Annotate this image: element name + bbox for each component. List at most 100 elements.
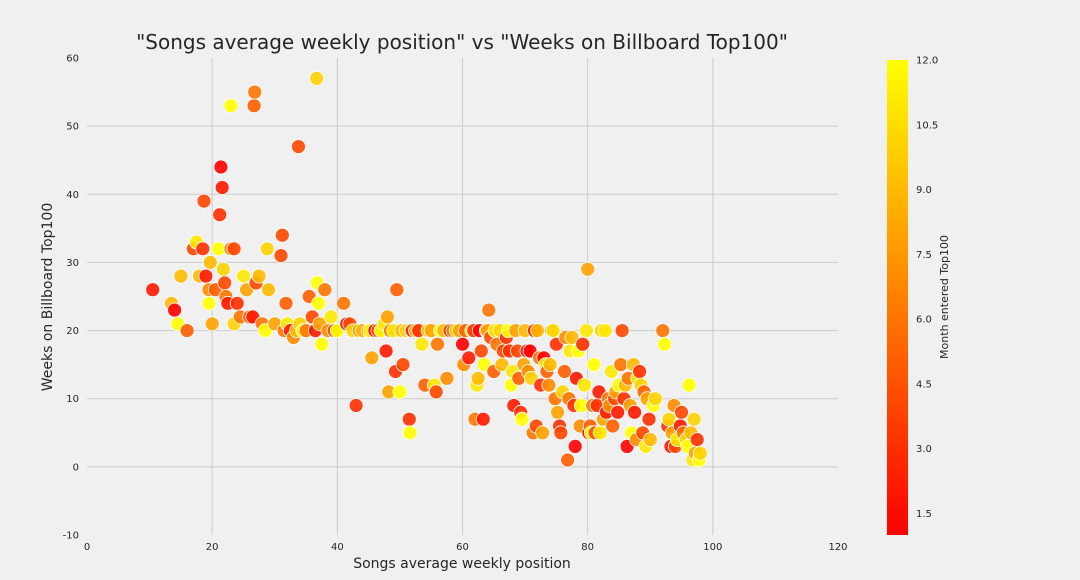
scatter-point — [214, 180, 230, 195]
chart-title: "Songs average weekly position" vs "Week… — [136, 30, 788, 54]
x-tick-label: 20 — [206, 542, 219, 553]
y-tick-label: 60 — [66, 54, 79, 65]
scatter-point — [323, 309, 339, 325]
y-tick-label: 0 — [73, 462, 79, 473]
scatter-point — [689, 432, 705, 448]
scatter-point — [627, 404, 642, 420]
scatter-point — [461, 350, 477, 366]
scatter-point — [647, 391, 663, 407]
scatter-point — [430, 336, 445, 352]
x-tick-label: 120 — [828, 542, 847, 553]
x-tick-label: 80 — [581, 542, 594, 553]
scatter-point — [259, 241, 275, 257]
scatter-point — [213, 159, 229, 175]
scatter-point — [597, 323, 613, 339]
scatter-point — [212, 207, 228, 223]
y-tick-labels: -10 0 10 20 30 40 50 60 — [63, 54, 79, 542]
colorbar-label: Month entered Top100 — [938, 235, 951, 359]
scatter-point — [198, 268, 214, 284]
scatter-point — [428, 384, 444, 400]
scatter-point — [657, 336, 672, 352]
scatter-point — [236, 268, 251, 284]
scatter-point — [251, 268, 267, 284]
scatter-point — [210, 241, 226, 257]
scatter-point — [674, 404, 689, 420]
scatter-point — [530, 323, 545, 339]
scatter-point — [348, 398, 364, 413]
y-tick-label: 50 — [66, 122, 79, 133]
scatter-point — [632, 364, 647, 379]
scatter-point — [246, 98, 262, 114]
scatter-point — [311, 295, 327, 311]
scatter-point — [575, 336, 591, 352]
scatter-point — [173, 268, 189, 284]
x-tick-labels: 0 20 40 60 80 100 120 — [84, 542, 848, 553]
scatter-point — [514, 411, 530, 427]
y-tick-label: -10 — [63, 531, 79, 542]
colorbar-tick-label: 7.5 — [916, 250, 932, 261]
scatter-point — [226, 241, 242, 257]
scatter-point — [223, 98, 239, 114]
scatter-point — [550, 404, 565, 420]
scatter-point — [560, 452, 575, 468]
scatter-point — [278, 295, 294, 311]
scatter-point — [564, 329, 580, 345]
scatter-point — [195, 241, 211, 257]
scatter-point — [567, 438, 583, 454]
scatter-point — [579, 323, 594, 339]
scatter-point — [261, 282, 276, 298]
grid — [87, 58, 838, 535]
scatter-point — [145, 282, 161, 298]
scatter-point — [215, 261, 231, 277]
scatter-point — [364, 350, 380, 366]
scatter-point — [273, 248, 289, 264]
scatter-point — [586, 357, 602, 373]
scatter-point — [580, 261, 596, 277]
scatter-point — [402, 425, 418, 441]
y-axis-label: Weeks on Billboard Top100 — [40, 203, 56, 392]
scatter-point — [317, 282, 333, 298]
scatter-point — [557, 364, 572, 379]
scatter-point — [475, 411, 491, 427]
scatter-point — [641, 411, 657, 427]
scatter-point — [204, 316, 220, 332]
colorbar-tick-label: 1.5 — [916, 509, 932, 520]
scatter-point — [439, 370, 455, 386]
scatter-point — [395, 357, 411, 373]
colorbar-tick-label: 12.0 — [916, 56, 938, 67]
colorbar-tick-label: 9.0 — [916, 185, 932, 196]
scatter-point — [336, 295, 352, 311]
scatter-point — [655, 323, 671, 339]
scatter-point — [414, 336, 430, 352]
scatter-point — [167, 302, 183, 318]
scatter-point — [291, 139, 306, 155]
scatter-point — [686, 411, 702, 427]
data-points — [145, 71, 708, 468]
scatter-point — [577, 377, 592, 393]
x-tick-label: 0 — [84, 542, 90, 553]
scatter-point — [217, 275, 233, 291]
scatter-point — [553, 425, 569, 441]
scatter-point — [392, 384, 408, 400]
colorbar-ticks: 1.5 3.0 4.5 6.0 7.5 9.0 10.5 12.0 — [916, 56, 938, 520]
colorbar-tick-label: 6.0 — [916, 315, 932, 326]
scatter-point — [542, 357, 558, 373]
y-tick-label: 10 — [66, 394, 79, 405]
scatter-point — [179, 323, 195, 339]
scatter-point — [470, 370, 486, 386]
x-tick-label: 100 — [703, 542, 722, 553]
scatter-point — [642, 432, 658, 448]
x-tick-label: 60 — [456, 542, 469, 553]
y-tick-label: 20 — [66, 326, 79, 337]
scatter-point — [389, 282, 405, 298]
scatter-point — [229, 295, 245, 311]
colorbar-tick-label: 10.5 — [916, 120, 938, 131]
scatter-point — [202, 254, 218, 270]
scatter-point — [314, 336, 330, 352]
scatter-point — [378, 343, 394, 359]
scatter-point — [196, 193, 212, 209]
scatter-point — [309, 71, 325, 86]
scatter-point — [613, 357, 629, 373]
